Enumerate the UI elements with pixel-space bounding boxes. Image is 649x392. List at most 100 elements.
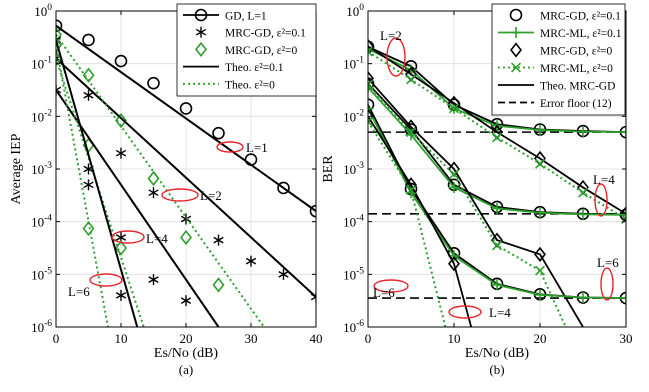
annotations: L=1 L=2 L=4 L=6 — [68, 140, 268, 299]
legend-marker — [510, 27, 522, 38]
data-point — [534, 207, 546, 219]
legend-label: Error floor (12) — [540, 98, 612, 110]
series-line-L4-gd-0 — [368, 77, 584, 327]
annotation-label: L=2 — [380, 28, 402, 43]
ticks: 0 10 20 30 100 10-1 10-2 10-3 10-4 10-5 10-6 — [343, 3, 632, 346]
annotation-label: L=2 — [200, 188, 222, 203]
data-point — [368, 38, 374, 54]
data-point — [534, 289, 546, 301]
data-point — [212, 126, 225, 140]
y-tick-label: 10-4 — [31, 214, 52, 230]
data-point — [534, 124, 546, 136]
data-point — [368, 116, 373, 127]
annotation-ellipse — [594, 183, 608, 217]
legend-label: MRC-GD, ε²=0 — [225, 45, 298, 57]
data-point — [449, 169, 459, 180]
legend-label: MRC-GD, ε²=0.1 — [540, 11, 621, 23]
x-tick-label: 30 — [245, 331, 258, 346]
annotation-label: L=6 — [597, 255, 619, 270]
series-group — [368, 38, 626, 327]
y-tick-label: 10-5 — [343, 266, 364, 282]
x-axis-label: Es/No (dB) — [465, 346, 530, 361]
data-point — [148, 274, 159, 286]
legend-marker — [511, 62, 521, 73]
data-point — [620, 126, 626, 138]
data-point — [277, 181, 290, 195]
legend-box — [491, 3, 626, 116]
data-point — [535, 158, 545, 169]
series-line-L4-theo-0.1 — [56, 89, 220, 327]
data-point — [492, 132, 502, 143]
data-point — [56, 19, 63, 33]
data-point — [448, 181, 460, 193]
data-point — [212, 277, 225, 293]
y-tick-label: 10-4 — [343, 214, 364, 230]
x-tick-label: 40 — [310, 331, 323, 346]
x-tick-label: 10 — [448, 331, 461, 346]
data-point — [278, 268, 289, 280]
annotation-label: L=4 — [489, 305, 511, 320]
data-point — [115, 112, 127, 129]
legend-marker — [195, 26, 207, 38]
data-point — [56, 37, 62, 53]
data-point — [491, 203, 503, 214]
x-tick-label: 0 — [365, 331, 372, 346]
series-line-L6-theo-0.1 — [56, 39, 139, 327]
y-tick-label: 10-3 — [31, 161, 52, 177]
series-line-L2-gd-0 — [368, 45, 626, 215]
data-point — [180, 295, 192, 307]
y-tick-label: 10-1 — [31, 56, 52, 72]
annotation-ellipse — [216, 141, 244, 153]
data-point — [147, 76, 160, 90]
data-point — [534, 246, 546, 262]
data-point — [368, 102, 374, 114]
x-tick-label: 30 — [620, 331, 633, 346]
annotation-ellipse — [111, 230, 145, 244]
data-point — [368, 70, 374, 87]
panel-label: (a) — [179, 362, 193, 377]
annotation-ellipse — [600, 267, 614, 301]
y-tick-label: 100 — [346, 3, 364, 19]
data-point — [368, 98, 375, 112]
annotation-ellipse — [448, 305, 482, 319]
data-point — [406, 185, 416, 196]
data-point — [309, 204, 316, 218]
series-line-L2-theo-0.1 — [56, 57, 316, 298]
series-group — [56, 19, 316, 327]
data-point — [577, 126, 589, 138]
legend-label: MRC-GD, ε²=0.1 — [225, 28, 306, 40]
data-point — [492, 240, 502, 251]
y-tick-label: 10-6 — [31, 319, 52, 335]
data-point — [620, 292, 626, 304]
x-tick-label: 20 — [534, 331, 547, 346]
data-point — [577, 208, 589, 220]
x-axis-label: Es/No (dB) — [154, 346, 219, 361]
legend: MRC-GD, ε²=0.1 MRC-ML, ε²=0.1 MRC-GD, ε²=0… — [491, 3, 626, 116]
data-point — [406, 127, 416, 138]
data-point — [115, 147, 127, 159]
y-axis-label: BER — [321, 155, 336, 183]
legend-label: Theo. ε²=0.1 — [225, 62, 284, 74]
y-tick-label: 10-3 — [343, 161, 364, 177]
legend: GD, L=1 MRC-GD, ε²=0.1 MRC-GD, ε²=0 Theo. ε… — [176, 3, 317, 97]
panel-a: L=1 L=2 L=4 L=6 0 10 20 30 40 100 10-1 10-2 10-3 10-4… — [9, 3, 323, 377]
data-point — [368, 79, 373, 90]
data-point — [82, 67, 95, 83]
data-point — [213, 234, 224, 246]
y-tick-label: 10-2 — [31, 108, 52, 124]
series-line-L6-gd-0 — [368, 115, 473, 327]
data-point — [82, 220, 95, 237]
y-axis-label: Average IEP — [9, 133, 24, 204]
legend-marker — [194, 8, 208, 22]
annotation-label: L=6 — [373, 285, 395, 300]
data-point — [56, 84, 62, 96]
data-point — [448, 256, 460, 272]
series-line-L4-ml-0 — [368, 84, 567, 327]
y-tick-label: 10-5 — [31, 266, 52, 282]
panel-label: (b) — [489, 362, 504, 377]
annotations: L=2 L=4 L=6 L=6 L=4 — [373, 28, 619, 320]
series-line-L1-theo-0.1 — [56, 24, 316, 212]
ticks: 0 10 20 30 40 100 10-1 10-2 10-3 10-4 10-5 10-6 — [31, 3, 322, 346]
data-point — [245, 255, 257, 267]
y-tick-label: 10-6 — [343, 319, 364, 335]
